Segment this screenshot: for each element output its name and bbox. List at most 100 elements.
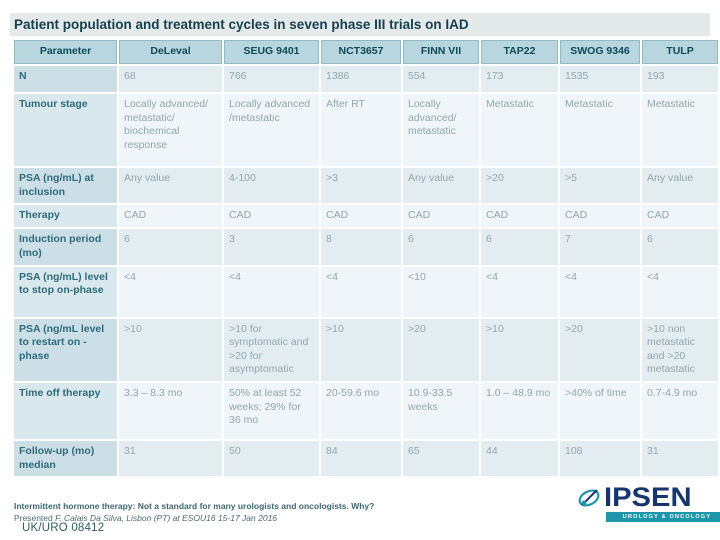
table-cell: Metastatic bbox=[560, 94, 640, 166]
column-header: SWOG 9346 bbox=[560, 40, 640, 64]
table-cell: >10 bbox=[119, 318, 222, 382]
table-cell: 6 bbox=[119, 229, 222, 265]
table-cell: <4 bbox=[224, 266, 319, 317]
row-header: PSA (ng/mL) level to stop on-phase bbox=[14, 266, 117, 317]
table-cell: After RT bbox=[321, 94, 401, 166]
table-cell: CAD bbox=[560, 205, 640, 228]
table-cell: 173 bbox=[481, 66, 558, 92]
table-cell: >10 non metastatic and >20 metastatic bbox=[642, 318, 718, 382]
table-cell: 31 bbox=[119, 441, 222, 477]
table-cell: 1386 bbox=[321, 66, 401, 92]
trials-table: Parameter DeLeval SEUG 9401 NCT3657 FINN VII… bbox=[12, 38, 720, 478]
table-cell: 3.3 – 8.3 mo bbox=[119, 383, 222, 440]
table-cell: 6 bbox=[642, 229, 718, 265]
table-header-row: Parameter DeLeval SEUG 9401 NCT3657 FINN VII… bbox=[14, 40, 718, 64]
table-cell: 8 bbox=[321, 229, 401, 265]
table-cell: Locally advanced/ metastatic/ biochemica… bbox=[119, 94, 222, 166]
row-header: Tumour stage bbox=[14, 94, 117, 166]
table-cell: >10 bbox=[321, 318, 401, 382]
table-cell: 44 bbox=[481, 441, 558, 477]
table-cell: 6 bbox=[403, 229, 479, 265]
table-cell: 50 bbox=[224, 441, 319, 477]
table-cell: 20-59.6 mo bbox=[321, 383, 401, 440]
table-cell: >3 bbox=[321, 168, 401, 204]
logo-wordmark: IPSEN bbox=[604, 482, 692, 512]
table-row: Follow-up (mo) median 31 50 84 65 44 108 31 bbox=[14, 441, 718, 477]
table-cell: <10 bbox=[403, 266, 479, 317]
table-body: N 68 766 1386 554 173 1535 193 Tumour stage Local… bbox=[14, 66, 718, 477]
row-header: PSA (ng/mL) at inclusion bbox=[14, 168, 117, 204]
table-cell: >40% of time bbox=[560, 383, 640, 440]
table-cell: Locally advanced /metastatic bbox=[224, 94, 319, 166]
table-cell: <4 bbox=[642, 266, 718, 317]
table-cell: 193 bbox=[642, 66, 718, 92]
column-header: Parameter bbox=[14, 40, 117, 64]
table-cell: 3 bbox=[224, 229, 319, 265]
table-cell: <4 bbox=[481, 266, 558, 317]
table-cell: 50% at least 52 weeks; 29% for 36 mo bbox=[224, 383, 319, 440]
table-row: PSA (ng/mL level to restart on - phase >1… bbox=[14, 318, 718, 382]
logo-tagline: UROLOGY & ONCOLOGY bbox=[606, 512, 720, 522]
table-cell: CAD bbox=[119, 205, 222, 228]
table-cell: Any value bbox=[403, 168, 479, 204]
footer-presented: Presented F. Calais Da Silva, Lisbon (PT… bbox=[14, 513, 574, 523]
slide-footer: Intermittent hormone therapy: Not a stan… bbox=[14, 501, 574, 523]
table-cell: >10 for symptomatic and >20 for asymptom… bbox=[224, 318, 319, 382]
table-row: Therapy CAD CAD CAD CAD CAD CAD CAD bbox=[14, 205, 718, 228]
document-code: UK/URO 08412 bbox=[22, 522, 105, 534]
table-cell: 4-100 bbox=[224, 168, 319, 204]
table-row: Time off therapy 3.3 – 8.3 mo 50% at least… bbox=[14, 383, 718, 440]
table-cell: >5 bbox=[560, 168, 640, 204]
table-cell: >20 bbox=[481, 168, 558, 204]
table-cell: Locally advanced/ metastatic bbox=[403, 94, 479, 166]
logo-swirl-icon bbox=[578, 489, 600, 507]
column-header: DeLeval bbox=[119, 40, 222, 64]
footer-note: Intermittent hormone therapy: Not a stan… bbox=[14, 501, 375, 511]
table-row: Tumour stage Locally advanced/ metastatic… bbox=[14, 94, 718, 166]
row-header: PSA (ng/mL level to restart on - phase bbox=[14, 318, 117, 382]
footer-presented-prefix: Presented bbox=[14, 513, 56, 523]
table-cell: >20 bbox=[560, 318, 640, 382]
table-row: N 68 766 1386 554 173 1535 193 bbox=[14, 66, 718, 92]
table-cell: <4 bbox=[119, 266, 222, 317]
table-cell: 84 bbox=[321, 441, 401, 477]
row-header: Time off therapy bbox=[14, 383, 117, 440]
table-cell: 68 bbox=[119, 66, 222, 92]
row-header: Therapy bbox=[14, 205, 117, 228]
table-cell: CAD bbox=[403, 205, 479, 228]
table-cell: Any value bbox=[642, 168, 718, 204]
column-header: NCT3657 bbox=[321, 40, 401, 64]
column-header: SEUG 9401 bbox=[224, 40, 319, 64]
table-cell: CAD bbox=[642, 205, 718, 228]
ipsen-logo: IPSEN UROLOGY & ONCOLOGY bbox=[576, 484, 720, 526]
row-header: N bbox=[14, 66, 117, 92]
table-row: PSA (ng/mL) at inclusion Any value 4-100 >3… bbox=[14, 168, 718, 204]
table-row: Induction period (mo) 6 3 8 6 6 7 6 bbox=[14, 229, 718, 265]
table-cell: 766 bbox=[224, 66, 319, 92]
table-cell: 6 bbox=[481, 229, 558, 265]
table-cell: Metastatic bbox=[642, 94, 718, 166]
table-cell: Any value bbox=[119, 168, 222, 204]
table-row: PSA (ng/mL) level to stop on-phase <4 <4 <4… bbox=[14, 266, 718, 317]
footer-presented-citation: F. Calais Da Silva, Lisbon (PT) at ESOU1… bbox=[55, 513, 278, 523]
row-header: Follow-up (mo) median bbox=[14, 441, 117, 477]
column-header: TAP22 bbox=[481, 40, 558, 64]
table-cell: >10 bbox=[481, 318, 558, 382]
page-title: Patient population and treatment cycles … bbox=[14, 17, 469, 32]
table-cell: CAD bbox=[224, 205, 319, 228]
table-cell: CAD bbox=[481, 205, 558, 228]
table-cell: 1535 bbox=[560, 66, 640, 92]
table-cell: CAD bbox=[321, 205, 401, 228]
slide-title-band: Patient population and treatment cycles … bbox=[10, 13, 710, 36]
column-header: FINN VII bbox=[403, 40, 479, 64]
table-cell: <4 bbox=[321, 266, 401, 317]
table-cell: 10.9-33.5 weeks bbox=[403, 383, 479, 440]
table-cell: 65 bbox=[403, 441, 479, 477]
row-header: Induction period (mo) bbox=[14, 229, 117, 265]
table-header: Parameter DeLeval SEUG 9401 NCT3657 FINN VII… bbox=[14, 40, 718, 64]
table-cell: 0.7-4.9 mo bbox=[642, 383, 718, 440]
table-cell: >20 bbox=[403, 318, 479, 382]
table-cell: 31 bbox=[642, 441, 718, 477]
table-cell: 554 bbox=[403, 66, 479, 92]
table-cell: Metastatic bbox=[481, 94, 558, 166]
